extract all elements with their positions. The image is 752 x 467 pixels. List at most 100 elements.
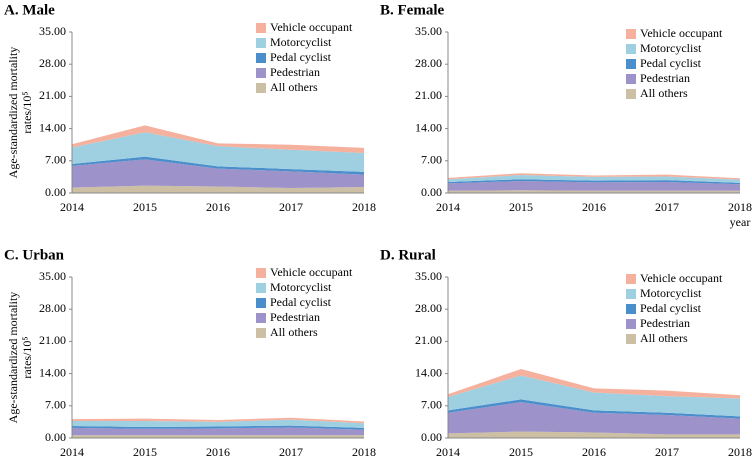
legend-swatch — [256, 298, 266, 308]
x-tick-label: 2016 — [206, 200, 230, 214]
x-tick-label: 2015 — [133, 445, 157, 459]
y-tick-label: 35.00 — [39, 24, 66, 38]
y-tick-label: 28.00 — [39, 301, 66, 315]
panel-title: B. Female — [380, 2, 444, 18]
legend-label: Pedestrian — [640, 71, 690, 85]
x-tick-label: 2016 — [582, 200, 606, 214]
x-tick-label: 2018 — [728, 200, 752, 214]
area-series — [72, 185, 364, 193]
legend-swatch — [256, 328, 266, 338]
y-tick-label: 28.00 — [415, 301, 442, 315]
y-tick-label: 35.00 — [415, 24, 442, 38]
legend-swatch — [256, 38, 266, 48]
x-tick-label: 2016 — [206, 445, 230, 459]
y-axis-label: Age-standardized mortalityrates/10⁵ — [6, 292, 34, 424]
y-tick-label: 7.00 — [45, 398, 66, 412]
x-tick-label: 2015 — [509, 200, 533, 214]
legend-label: All others — [270, 80, 318, 94]
y-axis-label: Age-standardized mortalityrates/10⁵ — [6, 47, 34, 179]
legend-label: All others — [270, 325, 318, 339]
area-series — [72, 132, 364, 172]
legend-label: Pedal cyclist — [640, 301, 702, 315]
x-tick-label: 2014 — [60, 200, 84, 214]
legend-swatch — [256, 53, 266, 63]
legend-label: Pedal cyclist — [270, 50, 332, 64]
legend-swatch — [256, 283, 266, 293]
area-series — [72, 125, 364, 153]
area-series — [448, 369, 740, 399]
legend-label: All others — [640, 331, 688, 345]
legend-label: All others — [640, 86, 688, 100]
y-tick-label: 21.00 — [39, 333, 66, 347]
area-series — [448, 402, 740, 435]
legend-swatch — [256, 83, 266, 93]
legend-label: Pedal cyclist — [270, 295, 332, 309]
panel: B. Female 0.00 7.00 14.00 21.00 28.00 35.00 201… — [380, 2, 752, 228]
legend-label: Pedestrian — [270, 310, 320, 324]
area-series — [448, 179, 740, 185]
legend-swatch — [626, 304, 636, 314]
panel: D. Rural 0.00 7.00 14.00 21.00 28.00 35.00 2014… — [380, 247, 752, 458]
y-tick-label: 35.00 — [39, 269, 66, 283]
y-axis-label-line: rates/10⁵ — [20, 336, 34, 378]
y-tick-label: 14.00 — [39, 120, 66, 134]
area-series — [72, 425, 364, 430]
legend-label: Motorcyclist — [270, 35, 332, 49]
y-axis-label-line: rates/10⁵ — [20, 91, 34, 133]
x-tick-label: 2014 — [436, 200, 460, 214]
legend-swatch — [256, 23, 266, 33]
x-tick-label: 2016 — [582, 445, 606, 459]
x-tick-label: 2017 — [279, 445, 303, 459]
x-tick-label: 2014 — [60, 445, 84, 459]
y-tick-label: 14.00 — [415, 120, 442, 134]
legend-label: Motorcyclist — [270, 280, 332, 294]
x-tick-label: 2017 — [655, 200, 679, 214]
legend-swatch — [626, 44, 636, 54]
area-series — [72, 417, 364, 424]
y-tick-label: 0.00 — [45, 430, 66, 444]
y-tick-label: 0.00 — [45, 185, 66, 199]
legend-swatch — [626, 89, 636, 99]
legend-label: Vehicle occupant — [640, 271, 723, 285]
legend-swatch — [626, 274, 636, 284]
legend-label: Vehicle occupant — [270, 265, 353, 279]
area-series — [448, 181, 740, 191]
area-series — [448, 175, 740, 183]
legend-swatch — [256, 313, 266, 323]
x-axis-label: year — [730, 215, 751, 229]
legend-label: Pedestrian — [270, 65, 320, 79]
x-tick-label: 2018 — [352, 200, 376, 214]
x-tick-label: 2017 — [655, 445, 679, 459]
x-tick-label: 2017 — [279, 200, 303, 214]
area-series — [448, 399, 740, 419]
legend-label: Pedestrian — [640, 316, 690, 330]
area-series — [72, 435, 364, 438]
legend-label: Motorcyclist — [640, 41, 702, 55]
y-tick-label: 7.00 — [421, 398, 442, 412]
y-tick-label: 21.00 — [415, 88, 442, 102]
x-tick-label: 2015 — [133, 200, 157, 214]
area-series — [72, 156, 364, 175]
y-tick-label: 28.00 — [415, 56, 442, 70]
y-tick-label: 14.00 — [415, 365, 442, 379]
area-series — [448, 375, 740, 417]
area-series — [72, 159, 364, 188]
y-tick-label: 14.00 — [39, 365, 66, 379]
y-tick-label: 7.00 — [421, 153, 442, 167]
x-tick-label: 2018 — [352, 445, 376, 459]
area-series — [448, 190, 740, 193]
y-tick-label: 28.00 — [39, 56, 66, 70]
area-series — [72, 419, 364, 428]
panel-title: D. Rural — [380, 247, 436, 263]
legend-swatch — [626, 319, 636, 329]
area-series — [448, 431, 740, 438]
legend-swatch — [626, 289, 636, 299]
x-tick-label: 2018 — [728, 445, 752, 459]
y-tick-label: 35.00 — [415, 269, 442, 283]
legend-swatch — [626, 74, 636, 84]
panel: C. Urban 0.00 7.00 14.00 21.00 28.00 35.00 2014… — [4, 247, 376, 458]
legend-swatch — [626, 334, 636, 344]
y-tick-label: 7.00 — [45, 153, 66, 167]
y-tick-label: 0.00 — [421, 430, 442, 444]
